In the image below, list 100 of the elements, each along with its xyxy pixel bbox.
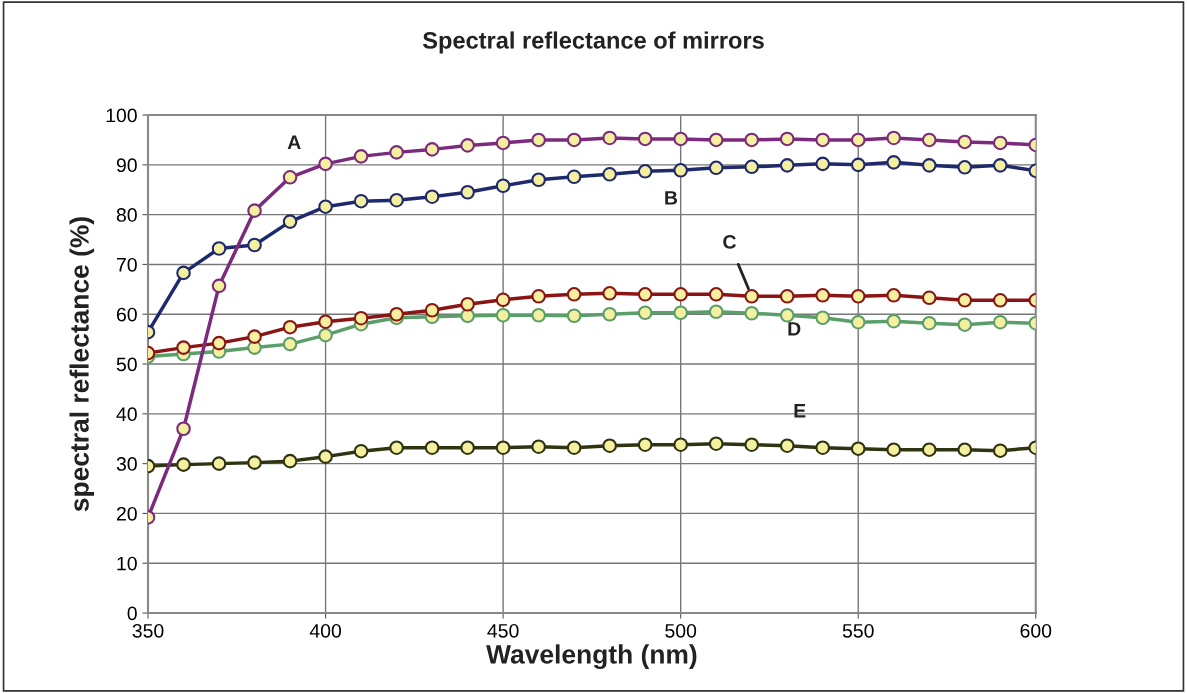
point: [424, 302, 440, 318]
point: [531, 439, 546, 454]
point: [744, 132, 759, 148]
point: [460, 138, 475, 153]
point: [531, 289, 546, 304]
point: [282, 214, 298, 229]
point: [921, 290, 937, 306]
x-tick-label: 400: [309, 623, 342, 638]
y-tick-label: 0: [127, 606, 137, 621]
point: [637, 287, 653, 302]
point: [744, 437, 759, 452]
point: [850, 314, 866, 330]
x-axis-title: Wavelength (nm): [486, 644, 697, 670]
point: [815, 132, 830, 148]
point: [531, 307, 546, 323]
point: [779, 438, 795, 453]
point: [744, 305, 759, 321]
point: [495, 292, 511, 308]
y-tick-label: 30: [116, 457, 137, 471]
point: [779, 289, 795, 304]
point: [850, 289, 866, 304]
y-tick-label: 10: [117, 556, 137, 571]
series-label: D: [788, 322, 801, 336]
point: [176, 421, 191, 437]
point: [247, 237, 262, 253]
point: [389, 192, 404, 208]
point: [495, 307, 511, 323]
point: [815, 440, 830, 455]
chart-title: Spectral reflectance of mirrors: [422, 31, 764, 54]
y-tick-label: 40: [116, 407, 137, 422]
point: [389, 306, 404, 322]
point: [282, 453, 298, 469]
point: [957, 442, 973, 457]
y-tick-label: 80: [116, 208, 137, 222]
point: [495, 440, 511, 455]
point: [850, 157, 866, 173]
y-tick-label: 70: [116, 257, 137, 272]
point: [744, 159, 759, 175]
point: [886, 130, 902, 146]
point: [566, 169, 582, 185]
point: [318, 327, 333, 343]
point: [992, 158, 1008, 173]
point: [460, 296, 475, 312]
point: [495, 135, 511, 151]
series-label: B: [665, 191, 678, 205]
point: [850, 132, 866, 148]
point: [886, 288, 902, 303]
point: [247, 203, 262, 218]
point: [566, 308, 582, 324]
x-tick-label: 550: [842, 623, 874, 638]
x-tick-label: 450: [487, 623, 519, 638]
point: [637, 131, 653, 147]
point: [211, 335, 227, 351]
point: [353, 193, 369, 209]
y-tick-label: 90: [116, 158, 137, 173]
point: [318, 449, 333, 464]
point: [211, 456, 227, 471]
point: [850, 441, 866, 456]
point: [460, 440, 475, 455]
point: [744, 289, 759, 304]
point: [921, 132, 937, 148]
point: [531, 132, 546, 148]
point: [176, 457, 191, 472]
point: [815, 310, 830, 326]
point: [247, 329, 262, 344]
x-tick-label: 350: [132, 623, 164, 638]
series-label: A: [287, 135, 301, 149]
point: [566, 132, 582, 148]
point: [566, 287, 582, 302]
point: [886, 313, 902, 329]
point: [602, 438, 617, 453]
y-tick-label: 50: [116, 357, 137, 372]
point: [460, 184, 475, 200]
point: [992, 443, 1008, 458]
point: [318, 199, 333, 214]
point: [673, 287, 688, 302]
point: [353, 310, 369, 326]
point: [957, 160, 973, 175]
point: [708, 287, 724, 302]
point: [637, 437, 653, 452]
point: [424, 142, 440, 157]
point: [602, 306, 617, 322]
point: [886, 155, 902, 170]
point: [708, 160, 724, 176]
point: [992, 135, 1008, 151]
point: [957, 293, 973, 308]
point: [779, 307, 795, 323]
point: [921, 442, 937, 457]
point: [815, 156, 830, 172]
point: [318, 314, 333, 329]
point: [282, 336, 298, 352]
point: [602, 130, 617, 146]
point: [424, 189, 440, 204]
point: [957, 134, 973, 150]
point: [495, 178, 511, 194]
point: [708, 304, 724, 320]
point: [673, 437, 688, 452]
point: [389, 440, 404, 455]
point: [353, 149, 369, 164]
point: [602, 167, 617, 182]
